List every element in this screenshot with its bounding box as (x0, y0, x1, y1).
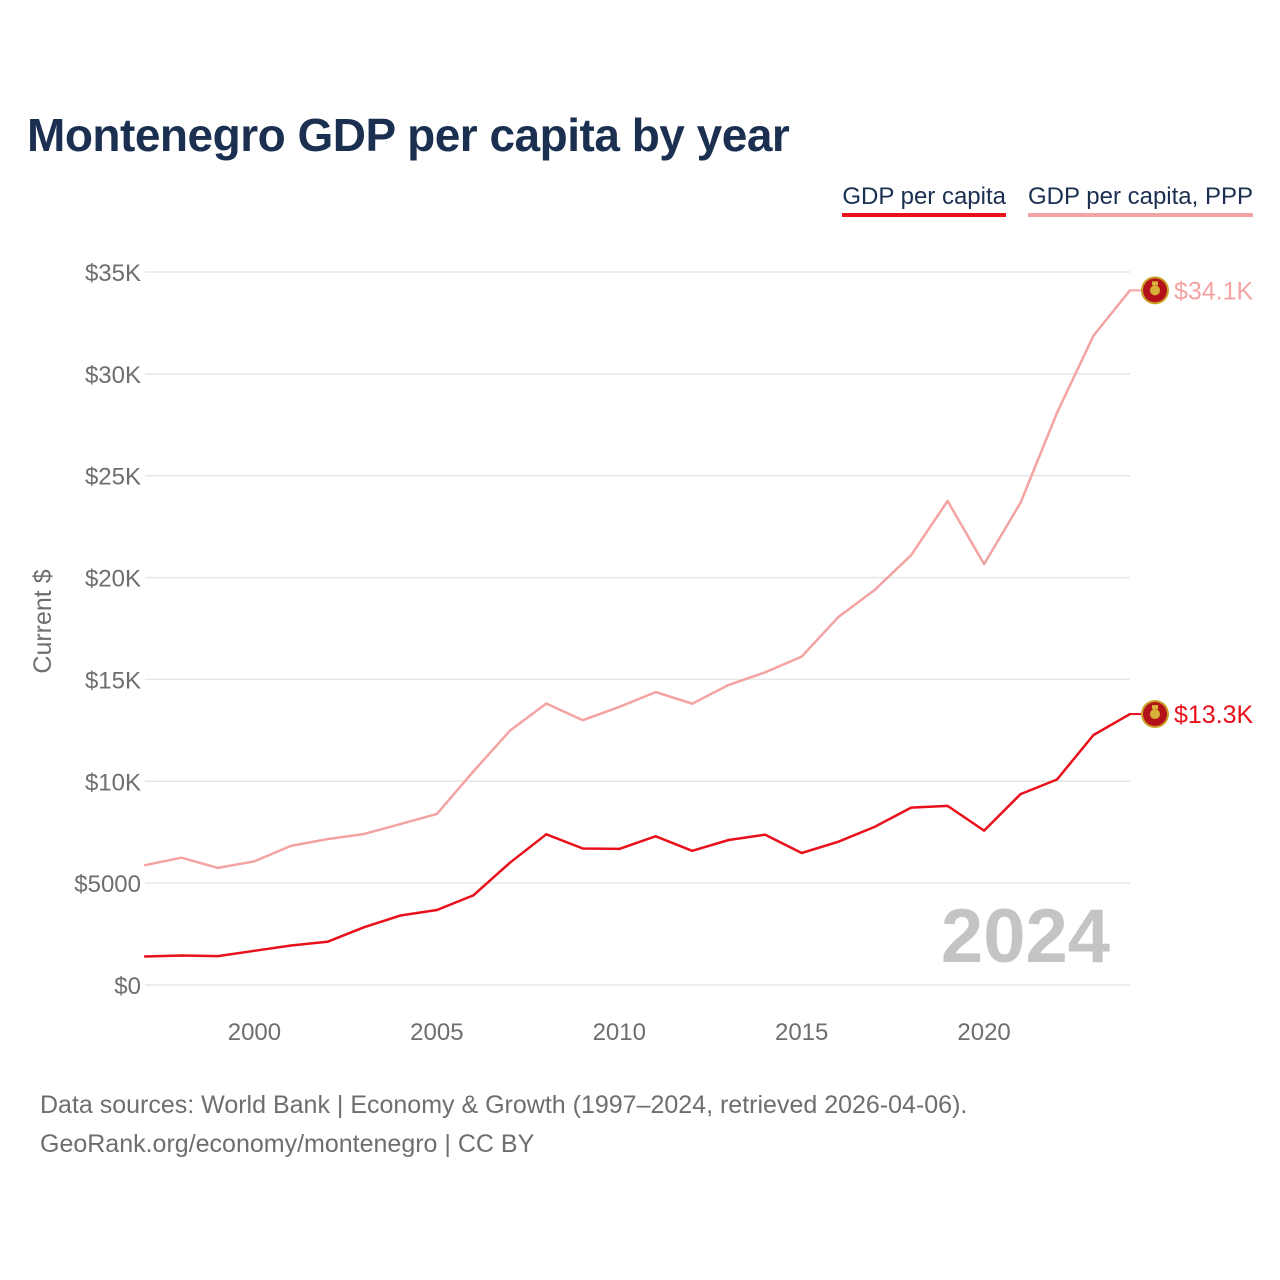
data-point-gdp (909, 806, 913, 809)
y-tick-label: $35K (85, 260, 141, 287)
data-point-gdp (581, 847, 584, 850)
y-axis-label: Current $ (29, 569, 57, 673)
x-tick-label: 2015 (775, 1019, 828, 1046)
data-point-ppp (946, 499, 949, 503)
y-tick-label: $0 (114, 973, 141, 1000)
data-point-ppp (180, 856, 183, 859)
data-point-gdp (289, 944, 293, 947)
data-point-gdp (143, 955, 147, 958)
data-point-ppp (508, 729, 512, 732)
data-point-ppp (362, 832, 366, 836)
data-point-gdp (763, 833, 767, 836)
series-line-gdp (144, 713, 1131, 958)
data-point-ppp (727, 683, 730, 687)
data-point-ppp (216, 866, 220, 870)
current-year-watermark: 2024 (941, 894, 1110, 979)
data-point-gdp (399, 914, 402, 917)
data-point-ppp (1055, 411, 1059, 414)
footer-attribution[interactable]: GeoRank.org/economy/montenegro | CC BY (40, 1130, 535, 1158)
y-tick-label: $10K (85, 769, 141, 796)
data-point-gdp (472, 894, 475, 897)
flag-icon-crown (1152, 705, 1158, 710)
data-point-gdp (618, 847, 621, 851)
x-tick-label: 2010 (593, 1019, 646, 1046)
legend-item-gdp-per-capita-ppp[interactable]: GDP per capita, PPP (1028, 183, 1253, 217)
data-point-ppp (399, 822, 402, 826)
series-line-ppp (144, 289, 1131, 870)
data-point-ppp (545, 702, 548, 705)
data-point-ppp (1019, 501, 1022, 504)
x-tick-label: 2005 (410, 1019, 463, 1046)
data-point-gdp (836, 840, 840, 843)
data-point-gdp (691, 849, 694, 852)
data-point-gdp (508, 861, 512, 864)
legend-item-gdp-per-capita[interactable]: GDP per capita (842, 183, 1006, 217)
data-point-ppp (691, 702, 694, 705)
end-value-label-ppp: $34.1K (1174, 277, 1254, 305)
chart-title: Montenegro GDP per capita by year (27, 109, 790, 161)
data-point-ppp (1092, 334, 1095, 337)
data-point-ppp (143, 864, 147, 867)
legend: GDP per capita GDP per capita, PPP (842, 183, 1253, 217)
footer-sources: Data sources: World Bank | Economy & Gro… (40, 1091, 968, 1119)
data-point-gdp (216, 954, 220, 958)
flag-icon-crown (1152, 281, 1158, 286)
data-point-ppp (982, 562, 986, 566)
data-point-ppp (763, 671, 767, 674)
data-point-ppp (581, 718, 584, 722)
data-point-gdp (545, 833, 548, 836)
data-point-gdp (1092, 733, 1095, 737)
data-point-ppp (618, 705, 621, 709)
data-point-gdp (800, 851, 803, 855)
y-tick-label: $5000 (74, 871, 141, 898)
data-point-ppp (873, 588, 876, 592)
data-point-gdp (982, 829, 986, 832)
flag-icon-emblem (1150, 285, 1160, 296)
data-point-ppp (800, 655, 803, 658)
data-point-gdp (326, 940, 329, 944)
y-tick-label: $15K (85, 667, 141, 694)
footer: Data sources: World Bank | Economy & Gro… (40, 1086, 967, 1164)
y-tick-label: $30K (85, 362, 141, 389)
x-tick-label: 2000 (228, 1019, 281, 1046)
data-point-gdp (180, 954, 183, 957)
data-point-gdp (727, 838, 730, 842)
data-point-ppp (326, 837, 329, 841)
data-point-gdp (435, 908, 439, 912)
data-point-ppp (909, 553, 913, 557)
data-point-gdp (654, 835, 657, 838)
data-point-gdp (873, 825, 876, 829)
flag-icon-emblem (1150, 709, 1160, 720)
data-point-gdp (362, 926, 366, 929)
data-point-ppp (289, 844, 293, 848)
y-tick-label: $20K (85, 566, 141, 593)
data-point-gdp (1055, 778, 1059, 781)
y-tick-label: $25K (85, 464, 141, 491)
data-point-gdp (946, 804, 949, 808)
end-value-label-gdp: $13.3K (1174, 701, 1254, 729)
data-point-ppp (654, 690, 657, 694)
data-point-ppp (253, 860, 256, 863)
data-point-ppp (836, 616, 840, 619)
data-point-gdp (1019, 792, 1022, 796)
data-point-gdp (253, 949, 256, 952)
data-point-ppp (435, 812, 439, 816)
x-tick-label: 2020 (957, 1019, 1010, 1046)
data-point-ppp (472, 770, 475, 773)
